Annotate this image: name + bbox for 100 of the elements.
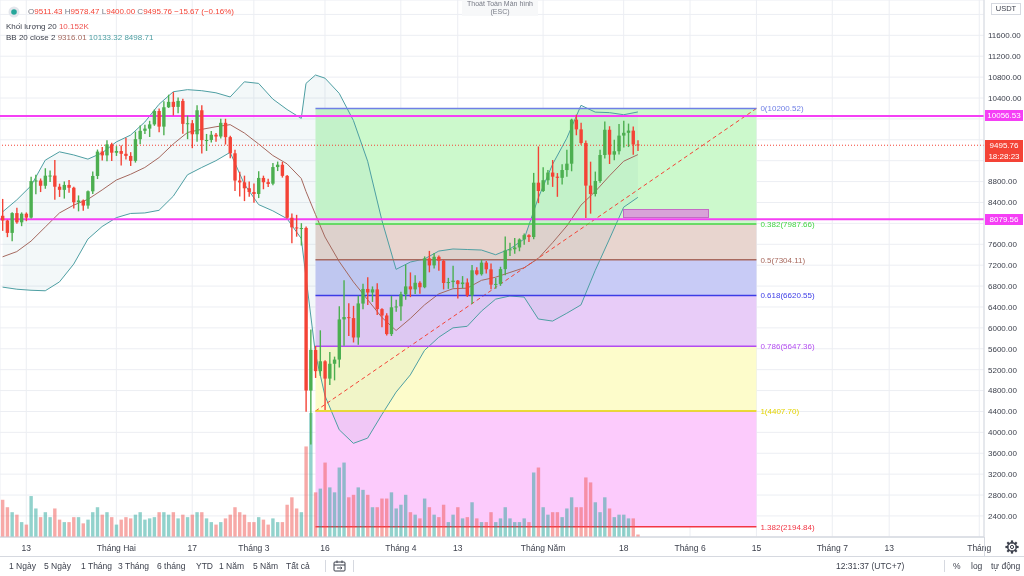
bar <box>432 514 436 537</box>
candlestick <box>456 279 460 299</box>
candlestick <box>380 308 384 328</box>
x-tick-label: 17 <box>187 543 198 554</box>
candlestick <box>105 140 109 162</box>
bar <box>489 512 493 537</box>
text: 1 Tháng <box>81 561 113 571</box>
bar <box>162 512 166 537</box>
candlestick <box>527 234 531 242</box>
candlestick <box>418 281 422 294</box>
bar <box>143 519 147 537</box>
candlestick <box>143 124 147 134</box>
bar <box>124 517 128 537</box>
text: 5 Năm <box>253 561 279 571</box>
y-tick-label: 11200.00 <box>988 52 1022 62</box>
candlestick <box>408 272 413 298</box>
bar <box>10 512 14 537</box>
bar <box>157 512 161 537</box>
x-tick-label: Tháng 6 <box>674 543 706 554</box>
ref-line-label: 10056.53 <box>987 111 1021 121</box>
candlestick <box>328 351 332 385</box>
bar <box>361 489 365 537</box>
bar <box>15 514 19 537</box>
bar <box>437 517 441 537</box>
bar <box>34 508 38 537</box>
candlestick <box>119 145 123 166</box>
text: 3 Tháng <box>118 561 150 571</box>
y-tick-label: 8400.00 <box>988 198 1018 208</box>
x-tick-label: Tháng 4 <box>385 543 417 554</box>
bar <box>53 508 57 537</box>
ref-line-label: 0.618(6620.55) <box>760 291 816 301</box>
y-tick-label: 4000.00 <box>988 428 1018 438</box>
bar <box>290 497 294 537</box>
candlestick <box>437 255 441 271</box>
text: 5 Ngày <box>44 561 71 571</box>
x-tick-label: 13 <box>884 543 895 554</box>
candlestick <box>347 303 351 336</box>
text: 1 Ngày <box>9 561 36 571</box>
bar <box>328 487 332 537</box>
y-tick-label: 7600.00 <box>988 240 1018 250</box>
bar <box>508 518 512 537</box>
candlestick <box>67 179 71 193</box>
bar <box>138 512 142 537</box>
candlestick <box>622 120 626 148</box>
candlestick <box>489 263 493 290</box>
text: log <box>971 561 983 571</box>
bar <box>546 514 550 537</box>
x-tick-label: 18 <box>618 543 629 554</box>
bar <box>309 412 313 537</box>
text: tự động <box>991 561 1021 571</box>
candlestick <box>266 178 270 187</box>
bar <box>617 514 621 537</box>
candlestick <box>366 277 370 306</box>
text: 12:31:37 (UTC+7) <box>836 561 905 571</box>
candlestick <box>242 175 247 202</box>
candlestick <box>181 98 185 134</box>
bar <box>86 519 90 537</box>
ref-line-label: 1(4407.70) <box>760 406 800 416</box>
candlestick <box>612 139 616 161</box>
text: 1 Năm <box>219 561 245 571</box>
y-tick-label: 2400.00 <box>988 511 1018 521</box>
candlestick <box>214 132 218 142</box>
bar <box>105 512 109 537</box>
y-tick-label: 2800.00 <box>988 490 1018 500</box>
bar <box>195 512 199 537</box>
candlestick <box>394 299 398 312</box>
x-tick-label: 13 <box>21 543 32 554</box>
candlestick <box>48 170 52 182</box>
text: Tất cả <box>286 561 310 571</box>
x-tick-label: Tháng Hai <box>96 543 137 554</box>
candlestick <box>53 160 57 200</box>
bar <box>541 507 545 537</box>
text: YTD <box>196 561 213 571</box>
bar <box>67 522 71 537</box>
bar <box>29 496 33 537</box>
annotation: BB 20 close 2 9316.01 10133.32 8498.71 <box>6 33 154 42</box>
bar <box>48 517 52 537</box>
candlestick <box>252 183 256 203</box>
bar <box>418 518 422 537</box>
candlestick <box>342 280 346 346</box>
candlestick <box>294 214 299 237</box>
bar <box>304 446 308 537</box>
bar <box>252 522 256 537</box>
text: O9511.43 H9578.47 L9400.00 C9495.76 −15.67 (−0.16%) <box>28 7 234 16</box>
y-tick-label: 5200.00 <box>988 365 1018 375</box>
y-tick-label: 6400.00 <box>988 302 1018 312</box>
candlestick <box>413 275 417 294</box>
y-tick-label: 6000.00 <box>988 323 1018 333</box>
bar <box>176 518 180 537</box>
x-tick-label: Tháng 7 <box>816 543 849 554</box>
y-tick-label: 6800.00 <box>988 281 1018 291</box>
bar <box>565 508 569 537</box>
bar <box>560 517 564 537</box>
candlestick <box>541 167 545 193</box>
bar <box>579 507 583 537</box>
bar <box>413 514 417 537</box>
bar <box>394 508 398 537</box>
candlestick <box>565 149 569 177</box>
y-tick-label: 4800.00 <box>988 386 1018 396</box>
x-tick-label: Tháng <box>967 543 992 554</box>
